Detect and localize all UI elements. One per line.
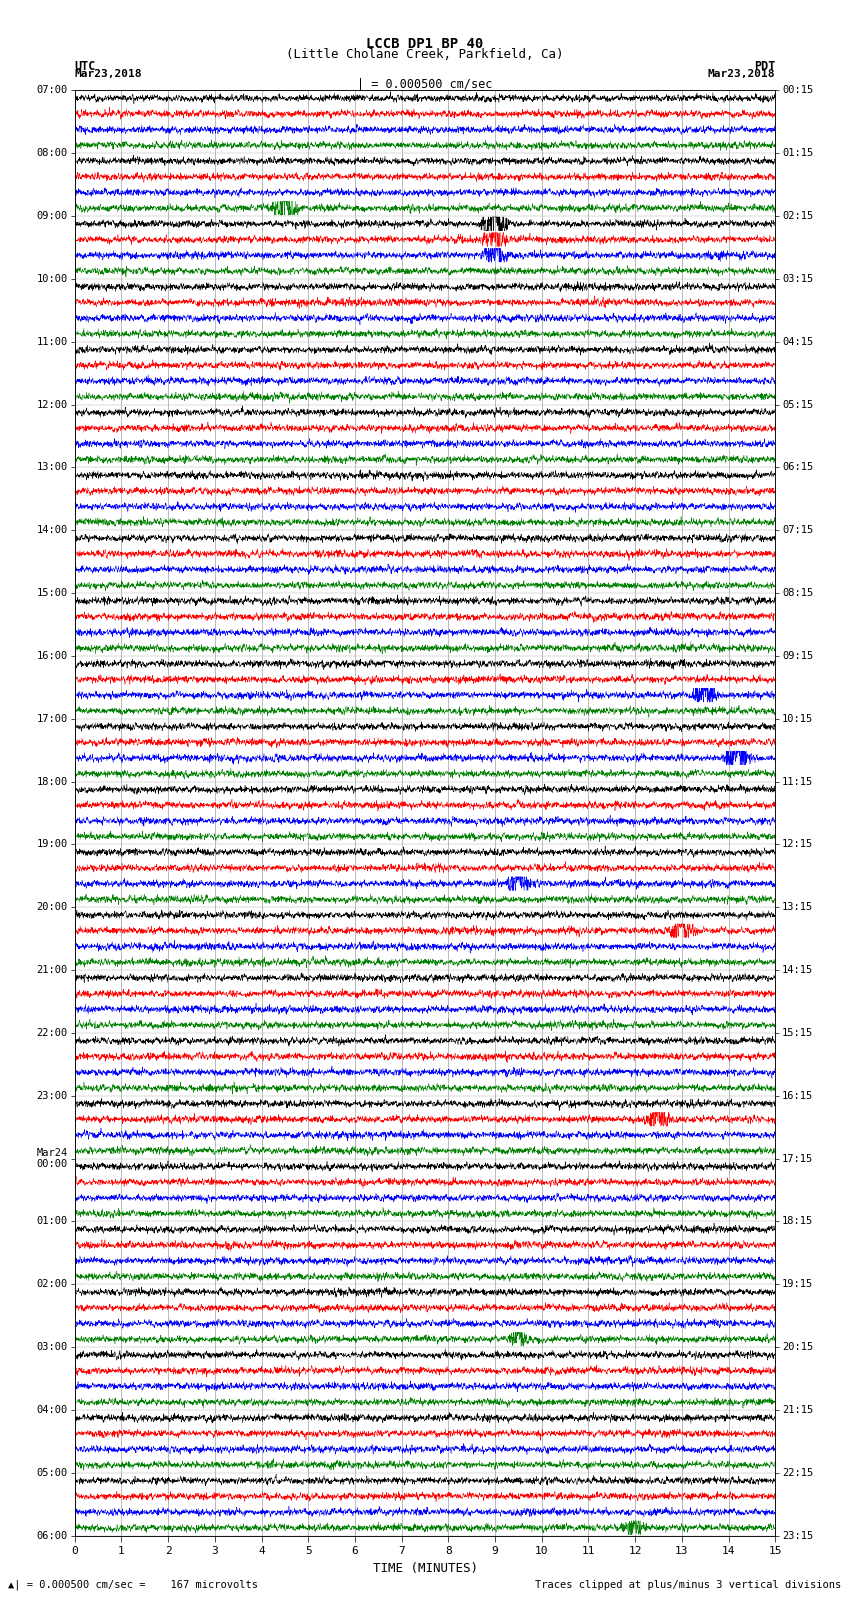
Text: | = 0.000500 cm/sec: | = 0.000500 cm/sec <box>357 77 493 90</box>
Text: Mar23,2018: Mar23,2018 <box>75 69 142 79</box>
Text: ▲| = 0.000500 cm/sec =    167 microvolts: ▲| = 0.000500 cm/sec = 167 microvolts <box>8 1579 258 1590</box>
X-axis label: TIME (MINUTES): TIME (MINUTES) <box>372 1561 478 1574</box>
Text: UTC: UTC <box>75 60 96 73</box>
Text: Traces clipped at plus/minus 3 vertical divisions: Traces clipped at plus/minus 3 vertical … <box>536 1581 842 1590</box>
Text: PDT: PDT <box>754 60 775 73</box>
Text: LCCB DP1 BP 40: LCCB DP1 BP 40 <box>366 37 484 52</box>
Text: Mar23,2018: Mar23,2018 <box>708 69 775 79</box>
Text: (Little Cholane Creek, Parkfield, Ca): (Little Cholane Creek, Parkfield, Ca) <box>286 48 564 61</box>
